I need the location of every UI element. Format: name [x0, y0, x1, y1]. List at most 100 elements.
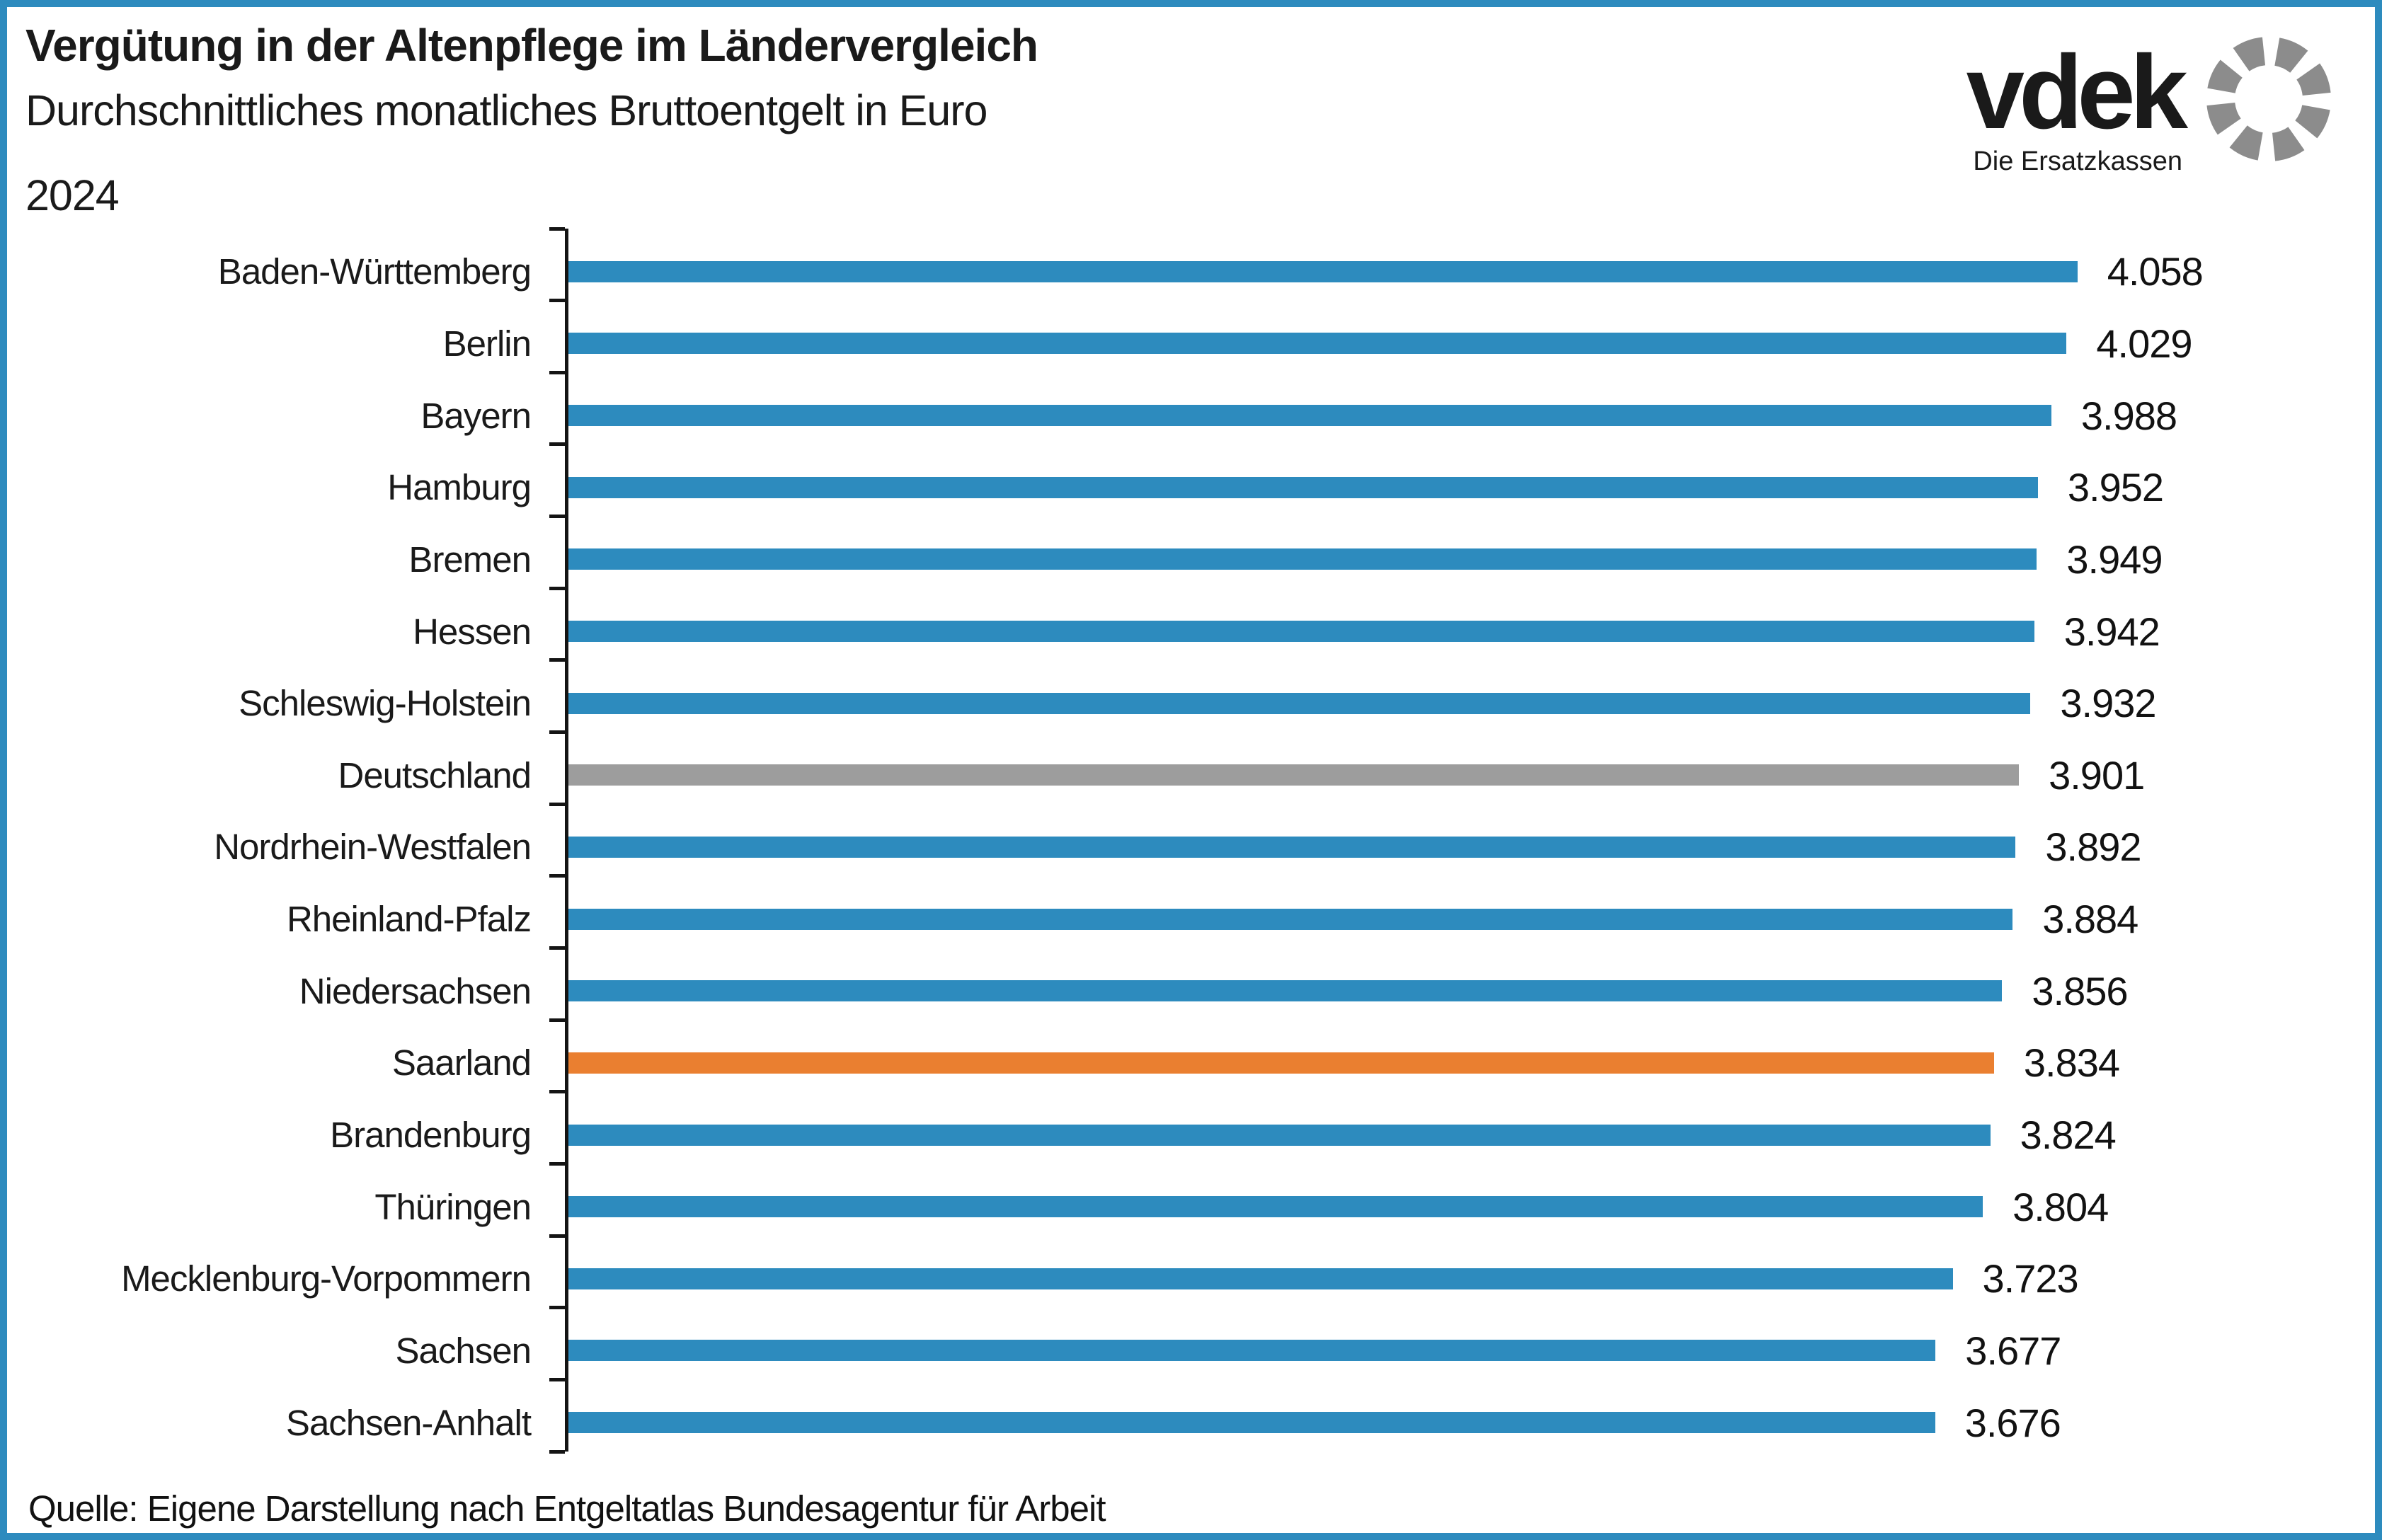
bar: [566, 476, 2038, 498]
bar-cell: 3.723: [566, 1255, 2375, 1301]
value-label: 3.901: [2049, 752, 2145, 798]
bar-cell: 3.834: [566, 1040, 2375, 1086]
chart-row: Saarland 3.834: [7, 1027, 2375, 1099]
category-axis-line: [565, 229, 568, 1452]
bar-cell: 3.884: [566, 896, 2375, 942]
category-label: Niedersachsen: [299, 970, 532, 1011]
chart-row: Schleswig-Holstein 3.932: [7, 667, 2375, 740]
page-title: Vergütung in der Altenpflege im Länderve…: [25, 20, 1038, 71]
axis-tick: [549, 874, 565, 878]
bar-cell: 3.856: [566, 968, 2375, 1014]
bar: [566, 621, 2034, 643]
page-subtitle: Durchschnittliches monatliches Bruttoent…: [25, 86, 987, 134]
axis-tick: [549, 586, 565, 590]
chart-row: Sachsen 3.677: [7, 1315, 2375, 1387]
bar: [566, 1124, 1991, 1146]
category-label: Nordrhein-Westfalen: [214, 827, 532, 868]
bar: [566, 1412, 1935, 1434]
value-label: 4.029: [2096, 321, 2192, 366]
bar: [566, 333, 2067, 355]
category-label: Sachsen-Anhalt: [285, 1402, 532, 1443]
chart-row: Hamburg 3.952: [7, 452, 2375, 524]
axis-tick: [549, 1306, 565, 1310]
bar: [566, 692, 2031, 714]
chart-row: Nordrhein-Westfalen 3.892: [7, 811, 2375, 883]
value-label: 3.676: [1964, 1400, 2061, 1445]
axis-tick: [549, 1018, 565, 1022]
bar-cell: 3.949: [566, 536, 2375, 582]
chart-row: Sachsen-Anhalt 3.676: [7, 1386, 2375, 1459]
bar-chart-rows: Baden-Württemberg 4.058 Berlin 4.029 Bayern 3…: [7, 229, 2375, 1452]
chart-row: Baden-Württemberg 4.058: [7, 236, 2375, 308]
axis-tick: [549, 1377, 565, 1381]
chart-row: Mecklenburg-Vorpommern 3.723: [7, 1243, 2375, 1315]
axis-tick: [549, 730, 565, 735]
value-label: 3.949: [2066, 536, 2163, 582]
axis-tick: [549, 442, 565, 447]
value-label: 3.884: [2042, 897, 2138, 942]
bar: [566, 1196, 1983, 1218]
bar: [566, 764, 2020, 786]
bar-cell: 4.029: [566, 321, 2375, 367]
value-label: 3.988: [2080, 393, 2177, 438]
chart-row: Bremen 3.949: [7, 524, 2375, 596]
bar: [566, 260, 2078, 282]
vdek-ring-icon: [2206, 37, 2331, 161]
value-label: 3.824: [2020, 1113, 2117, 1157]
chart-row: Deutschland 3.901: [7, 739, 2375, 811]
category-label: Sachsen: [395, 1330, 532, 1371]
bar-cell: 3.676: [566, 1400, 2375, 1446]
chart-row: Niedersachsen 3.856: [7, 955, 2375, 1027]
category-label: Berlin: [442, 323, 532, 364]
chart-row: Brandenburg 3.824: [7, 1099, 2375, 1171]
value-label: 3.804: [2012, 1184, 2109, 1229]
bar-cell: 3.677: [566, 1328, 2375, 1374]
bar-cell: 3.932: [566, 680, 2375, 726]
axis-tick: [549, 658, 565, 662]
bar: [566, 908, 2013, 930]
bar: [566, 836, 2016, 858]
chart-row: Berlin 4.029: [7, 308, 2375, 380]
bar: [566, 1340, 1936, 1362]
category-label: Baden-Württemberg: [217, 251, 532, 292]
value-label: 3.892: [2045, 824, 2141, 870]
axis-tick: [549, 1090, 565, 1094]
bar-chart: Baden-Württemberg 4.058 Berlin 4.029 Bayern 3…: [7, 226, 2375, 1454]
axis-tick: [549, 515, 565, 519]
vdek-tagline: Die Ersatzkassen: [1973, 146, 2182, 177]
value-label: 3.723: [1982, 1256, 2079, 1301]
bar-cell: 3.952: [566, 464, 2375, 510]
axis-tick: [549, 299, 565, 303]
vdek-logo-text-block: vdek Die Ersatzkassen: [1966, 40, 2188, 177]
category-label: Schleswig-Holstein: [239, 683, 532, 724]
bar: [566, 548, 2037, 570]
axis-tick: [549, 1234, 565, 1238]
category-label: Bayern: [420, 395, 532, 436]
value-label: 3.834: [2023, 1040, 2120, 1086]
bar: [566, 1268, 1953, 1289]
category-label: Rheinland-Pfalz: [286, 899, 532, 940]
chart-row: Hessen 3.942: [7, 595, 2375, 667]
value-label: 3.856: [2032, 968, 2128, 1013]
chart-row: Thüringen 3.804: [7, 1171, 2375, 1243]
category-label: Thüringen: [374, 1186, 532, 1227]
bar-cell: 3.901: [566, 752, 2375, 798]
bar-cell: 3.892: [566, 824, 2375, 870]
category-label: Mecklenburg-Vorpommern: [121, 1258, 532, 1299]
category-label: Bremen: [408, 539, 532, 580]
bar-cell: 3.942: [566, 609, 2375, 655]
value-label: 3.932: [2060, 681, 2156, 726]
category-label: Saarland: [391, 1042, 532, 1084]
chart-row: Rheinland-Pfalz 3.884: [7, 883, 2375, 955]
value-label: 3.952: [2067, 465, 2164, 510]
axis-tick: [549, 226, 565, 231]
bar: [566, 405, 2051, 427]
bar: [566, 1052, 1994, 1074]
value-label: 4.058: [2107, 249, 2204, 294]
bar-cell: 3.988: [566, 393, 2375, 439]
category-label: Brandenburg: [330, 1115, 532, 1155]
bar-cell: 3.804: [566, 1184, 2375, 1230]
category-label: Hessen: [413, 611, 532, 652]
bar-cell: 4.058: [566, 248, 2375, 294]
